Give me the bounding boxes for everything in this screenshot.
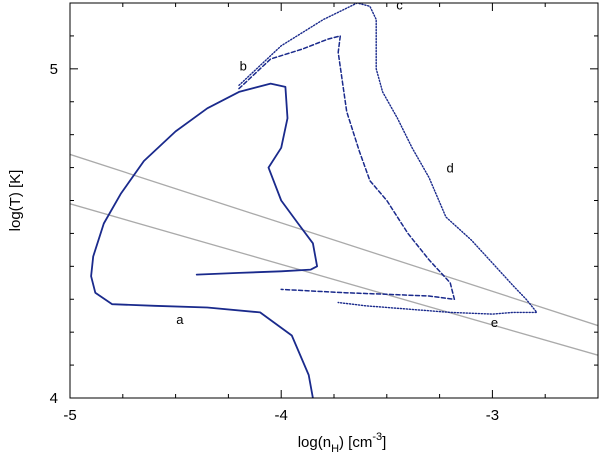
reference-line-2 bbox=[70, 203, 598, 356]
y-axis-label: log(T) [K] bbox=[7, 170, 24, 232]
curve-label-c: c bbox=[396, 0, 403, 13]
plot-frame bbox=[69, 2, 599, 399]
reference-line-1 bbox=[70, 153, 598, 327]
curve-label-a: a bbox=[176, 312, 184, 327]
x-tick-label: -5 bbox=[63, 407, 76, 424]
curve-label-d: d bbox=[447, 161, 454, 176]
y-tick-label: 4 bbox=[50, 390, 58, 407]
curve-label-e: e bbox=[491, 315, 498, 330]
series-line-solid bbox=[90, 82, 318, 398]
x-axis-label: log(nH) [cm-3] bbox=[298, 431, 387, 455]
x-tick-label: -3 bbox=[486, 407, 499, 424]
y-tick-label: 5 bbox=[50, 61, 58, 78]
series-line-dashed bbox=[238, 35, 456, 301]
curve-label-b: b bbox=[240, 58, 247, 73]
series-line-dotted bbox=[238, 3, 538, 315]
x-tick-label: -4 bbox=[275, 407, 288, 424]
